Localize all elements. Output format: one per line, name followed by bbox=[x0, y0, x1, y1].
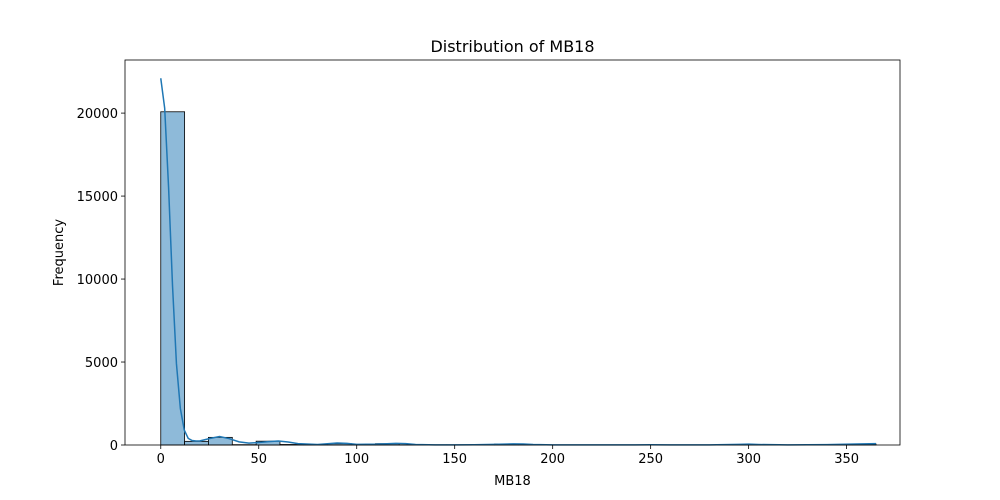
x-tick-label: 250 bbox=[638, 452, 663, 467]
x-axis-ticks: 0 50 100 150 200 250 300 350 bbox=[157, 445, 859, 467]
x-tick-label: 350 bbox=[834, 452, 859, 467]
x-tick-label: 200 bbox=[540, 452, 565, 467]
y-axis-ticks: 0 5000 10000 15000 20000 bbox=[77, 107, 125, 454]
x-axis-label: MB18 bbox=[494, 474, 531, 489]
x-tick-label: 0 bbox=[157, 452, 165, 467]
x-tick-label: 100 bbox=[344, 452, 369, 467]
y-tick-label: 10000 bbox=[77, 273, 118, 288]
y-tick-label: 15000 bbox=[77, 190, 118, 205]
histogram-bar-1 bbox=[184, 440, 209, 446]
y-tick-label: 0 bbox=[110, 439, 118, 454]
y-tick-label: 5000 bbox=[85, 356, 118, 371]
axes-frame bbox=[124, 59, 901, 446]
y-tick-label: 20000 bbox=[77, 107, 118, 122]
x-tick-label: 300 bbox=[736, 452, 761, 467]
chart-title: Distribution of MB18 bbox=[430, 37, 594, 56]
x-tick-label: 50 bbox=[250, 452, 267, 467]
y-axis-label: Frequency bbox=[52, 219, 67, 286]
x-tick-label: 150 bbox=[442, 452, 467, 467]
